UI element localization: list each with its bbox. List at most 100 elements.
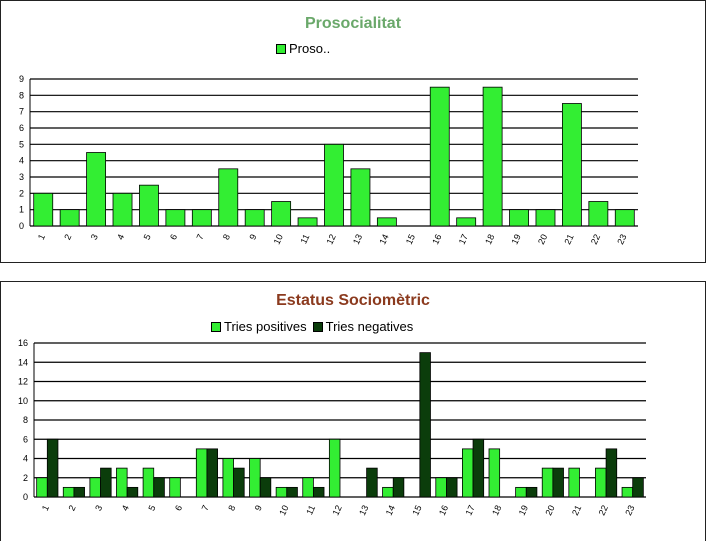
x-tick-label: 19: [517, 504, 530, 517]
bar: [249, 458, 261, 498]
bar: [36, 477, 48, 498]
bar: [233, 467, 245, 498]
x-tick-label: 9: [247, 233, 258, 242]
legend-item: Tries negatives: [312, 319, 414, 334]
bar: [62, 486, 75, 498]
bar: [112, 192, 133, 227]
bar: [259, 477, 272, 498]
y-tick-label: 4: [23, 454, 28, 464]
bar: [139, 184, 159, 227]
bar: [525, 486, 538, 498]
bar: [350, 168, 371, 227]
y-tick-label: 4: [19, 156, 24, 166]
x-tick-label: 17: [464, 504, 477, 517]
bar: [328, 438, 341, 498]
bar: [195, 448, 208, 498]
bar: [382, 486, 394, 498]
bar: [222, 458, 234, 498]
x-tick-label: 11: [298, 233, 311, 246]
x-tick-label: 10: [277, 504, 290, 517]
x-tick-label: 14: [384, 504, 397, 517]
legend-label: Tries negatives: [325, 319, 414, 334]
bar: [535, 209, 556, 227]
bar: [632, 477, 644, 498]
bar: [218, 168, 239, 227]
y-tick-label: 3: [19, 172, 24, 182]
bar: [456, 217, 477, 227]
legend-swatch: [276, 43, 286, 54]
bar: [324, 143, 344, 227]
y-tick-label: 10: [18, 396, 28, 406]
chart-title: Estatus Sociomètric: [276, 292, 430, 309]
bar: [552, 467, 564, 498]
x-tick-label: 2: [62, 233, 73, 242]
y-tick-label: 6: [19, 123, 24, 133]
y-tick-label: 14: [18, 357, 28, 367]
bar: [191, 209, 212, 227]
bar: [100, 467, 112, 498]
y-tick-label: 8: [19, 90, 24, 100]
bar: [515, 486, 527, 498]
x-tick-label: 13: [351, 233, 364, 246]
bar: [286, 486, 298, 498]
bar: [116, 467, 128, 498]
bar: [419, 352, 431, 498]
bar: [59, 209, 80, 227]
x-tick-label: 10: [272, 233, 285, 246]
bar: [366, 467, 378, 498]
x-tick-label: 20: [543, 504, 556, 517]
x-tick-label: 6: [168, 233, 179, 242]
x-tick-label: 22: [589, 233, 602, 246]
estatus-sociometric-chart-panel: Estatus Sociomètric Tries positives Trie…: [0, 281, 706, 541]
y-tick-label: 2: [19, 188, 24, 198]
legend-label: Tries positives: [224, 319, 307, 334]
x-tick-label: 4: [115, 233, 126, 242]
legend-item: Tries positives: [211, 319, 307, 334]
y-tick-label: 8: [23, 415, 28, 425]
bar: [73, 486, 85, 498]
bar: [482, 86, 503, 227]
x-tick-label: 23: [615, 233, 628, 246]
y-tick-label: 2: [23, 473, 28, 483]
chart-title: Prosocialitat: [304, 15, 402, 32]
x-tick-label: 21: [562, 233, 575, 246]
x-tick-label: 18: [490, 504, 503, 517]
bar: [392, 477, 405, 498]
x-tick-label: 15: [404, 233, 417, 246]
bar: [165, 209, 186, 227]
x-tick-label: 11: [304, 504, 317, 517]
y-tick-label: 9: [19, 74, 24, 84]
bar: [271, 201, 292, 227]
bar: [169, 477, 181, 498]
x-tick-label: 8: [221, 233, 232, 242]
bar: [126, 486, 139, 498]
x-tick-label: 18: [483, 233, 496, 246]
y-tick-label: 12: [18, 377, 28, 387]
y-tick-label: 0: [23, 492, 28, 502]
x-tick-label: 15: [410, 504, 423, 517]
bar: [595, 467, 607, 498]
x-tick-label: 2: [67, 504, 78, 513]
bar: [568, 467, 580, 498]
bar: [46, 438, 59, 498]
legend-swatch: [312, 321, 323, 332]
legend-item: Proso..: [276, 41, 330, 56]
bar: [142, 467, 155, 498]
bar: [461, 448, 474, 498]
x-tick-label: 1: [36, 233, 47, 242]
y-tick-label: 1: [19, 205, 24, 215]
bar: [472, 438, 485, 498]
x-tick-label: 16: [437, 504, 450, 517]
bar: [297, 217, 318, 227]
y-tick-label: 16: [18, 338, 28, 348]
x-tick-label: 6: [173, 504, 184, 513]
x-tick-label: 3: [89, 233, 100, 242]
bar: [89, 477, 101, 498]
x-tick-label: 5: [146, 504, 157, 513]
bar: [33, 192, 54, 227]
x-tick-label: 4: [120, 504, 131, 513]
x-tick-label: 7: [200, 504, 211, 513]
bar: [588, 201, 609, 227]
